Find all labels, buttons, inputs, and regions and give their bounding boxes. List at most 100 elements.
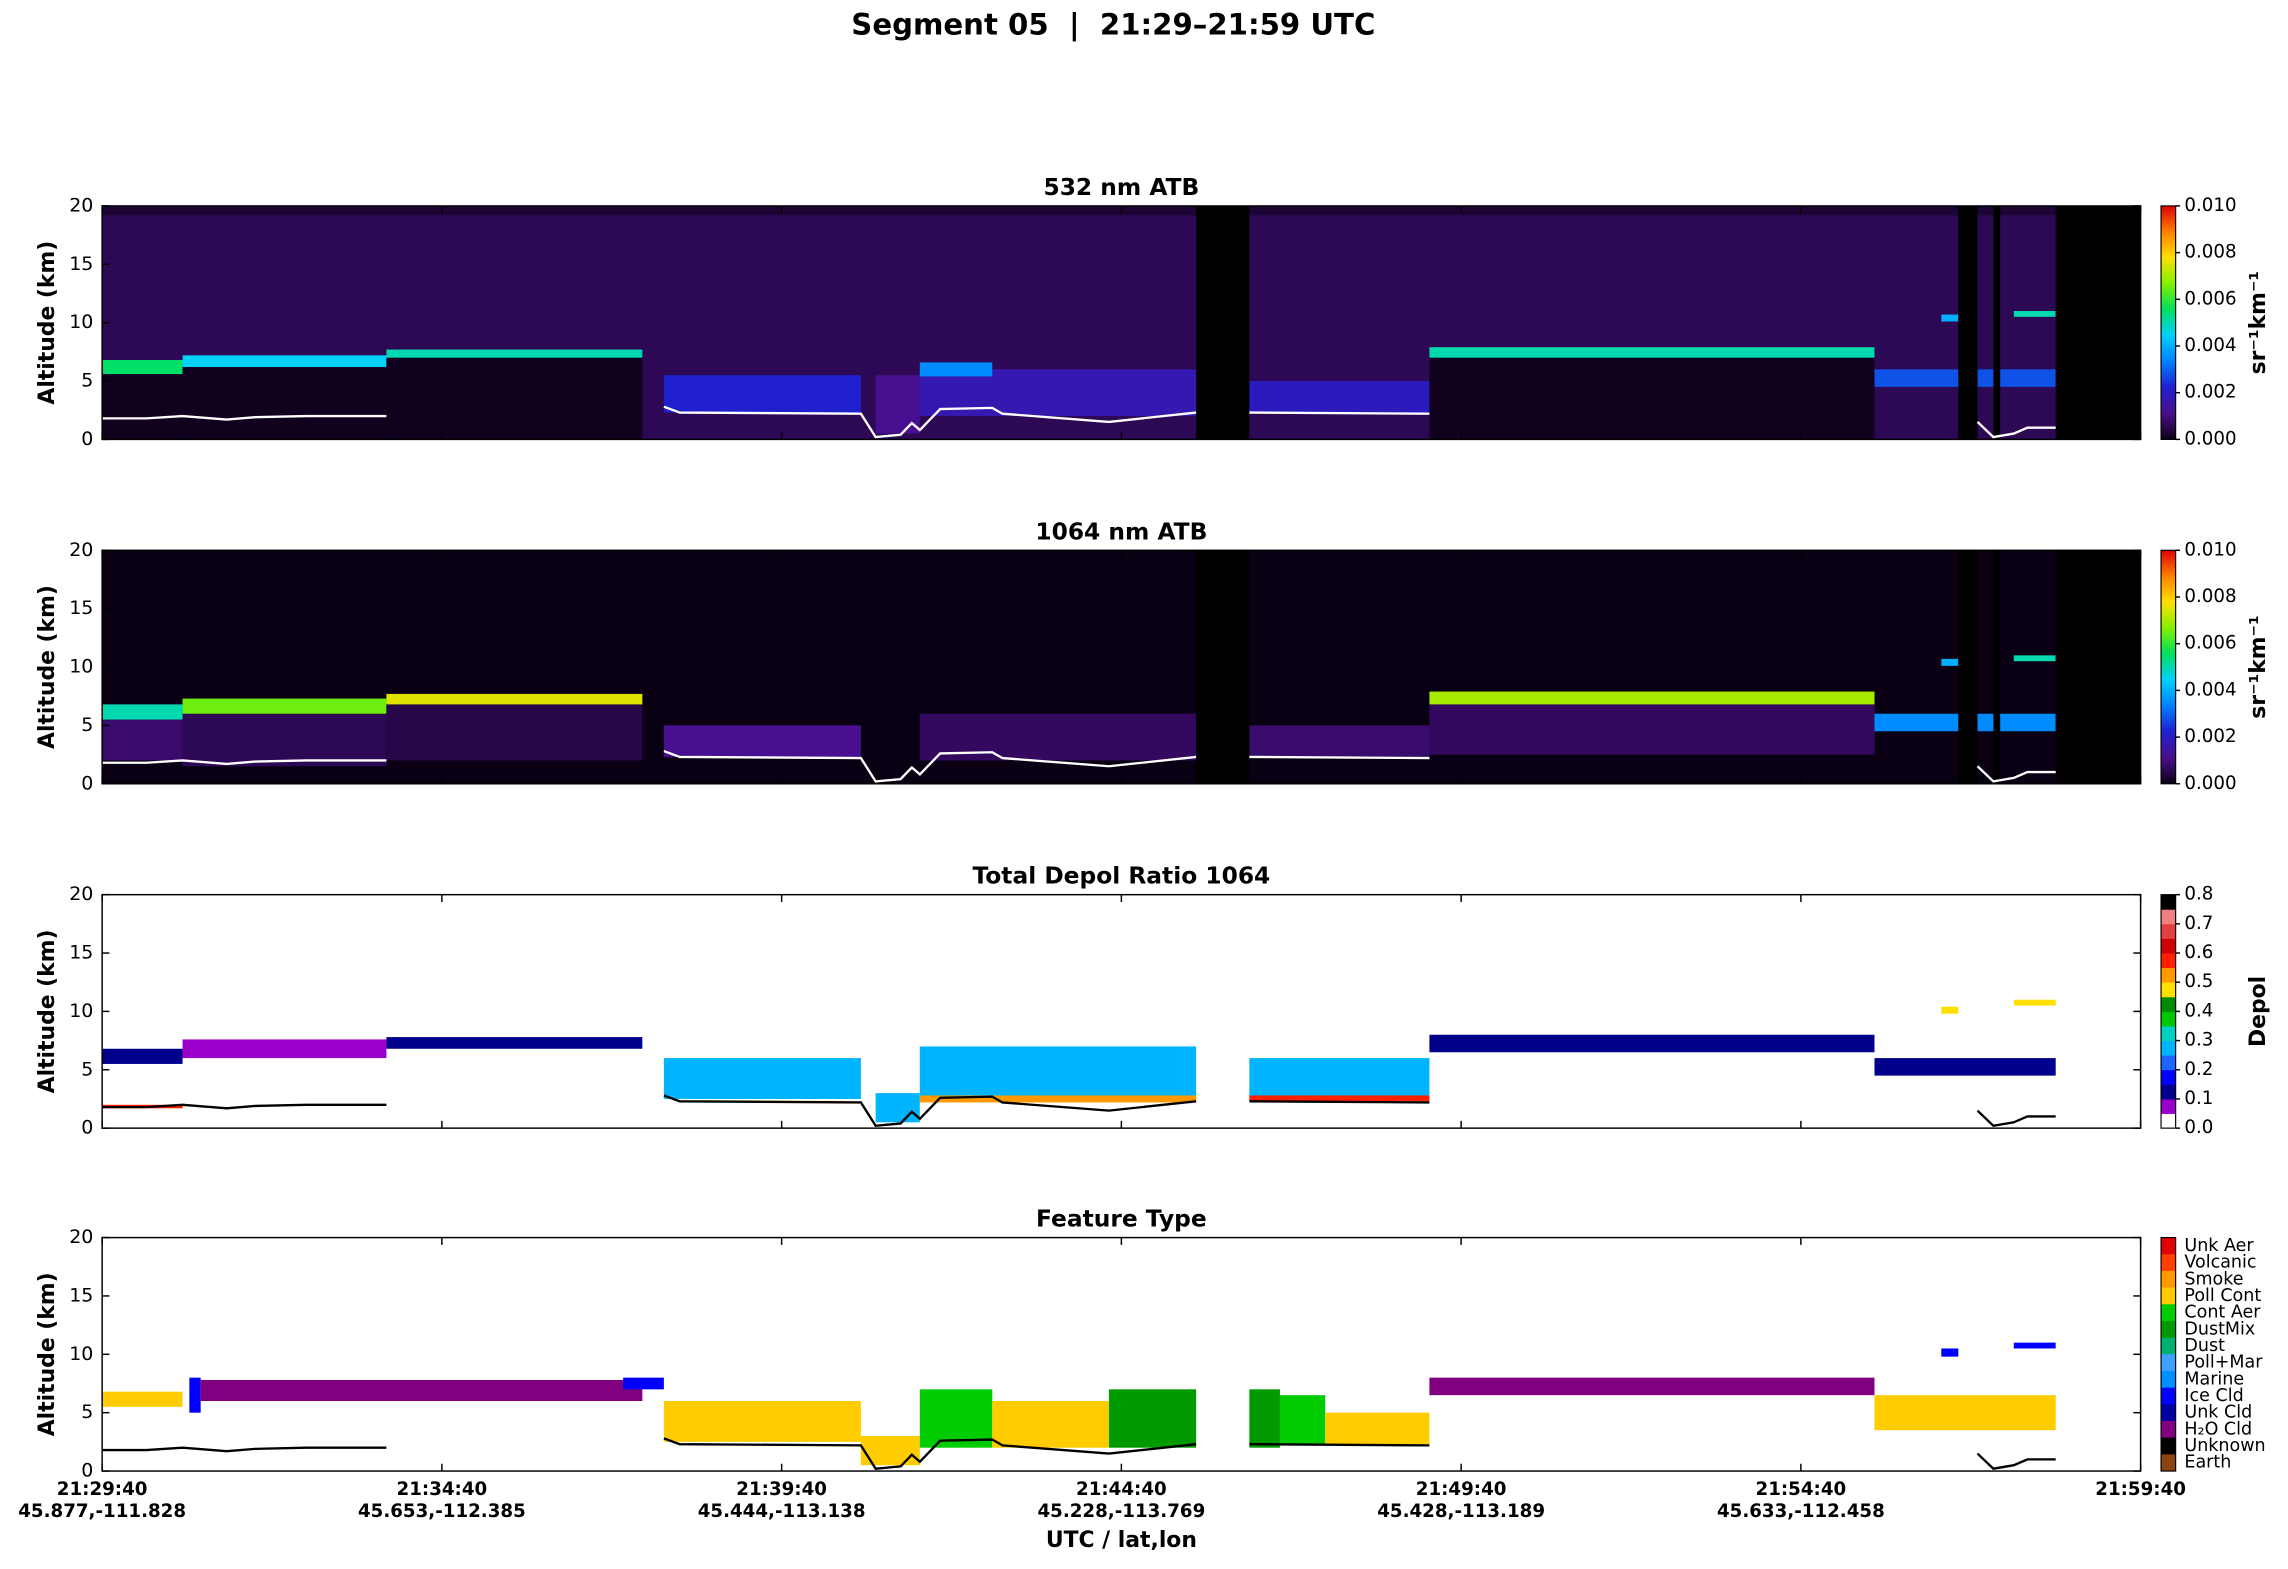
feature-layer [663, 1401, 861, 1442]
colorbar-category-label: Dust [2184, 1336, 2225, 1356]
colorbar-swatch [2161, 923, 2176, 939]
x-tick-sublabel: 45.653,-112.385 [358, 1501, 526, 1522]
colorbar [2161, 205, 2176, 440]
y-tick-label: 10 [69, 1000, 93, 1022]
feature-layer [919, 362, 993, 377]
feature-layer [919, 1389, 993, 1448]
y-tick-label: 15 [69, 942, 93, 964]
feature-layer [919, 1095, 1197, 1103]
colorbar-swatch [2161, 1237, 2176, 1255]
colorbar-tick-label: 0.002 [2184, 726, 2236, 747]
y-tick-label: 5 [81, 370, 93, 392]
feature-layer [1325, 1412, 1430, 1445]
x-axis-label: UTC / lat,lon [1046, 1528, 1197, 1553]
colorbar-swatch [2161, 1437, 2176, 1455]
colorbar-tick-label: 0.7 [2184, 913, 2213, 934]
colorbar-swatch [2161, 1011, 2176, 1027]
chart-title: Segment 05 | 21:29–21:59 UTC [851, 7, 1375, 41]
y-tick-label: 10 [69, 1343, 93, 1365]
feature-layer [102, 1391, 183, 1407]
no-data [1196, 550, 1250, 784]
colorbar-swatch [2161, 1354, 2176, 1372]
feature-layer [875, 1093, 920, 1123]
y-tick-label: 10 [69, 656, 93, 678]
colorbar-tick-label: 0.6 [2184, 942, 2213, 963]
y-axis-label: Altitude (km) [35, 929, 60, 1093]
colorbar-swatch [2161, 1287, 2176, 1305]
y-tick-label: 20 [69, 883, 93, 905]
colorbar-tick-label: 0.004 [2184, 679, 2236, 700]
x-tick-label: 21:29:40 [57, 1479, 148, 1500]
colorbar-swatch [2161, 1113, 2176, 1129]
colorbar-swatch [2161, 996, 2176, 1012]
colorbar-tick-label: 0.006 [2184, 288, 2236, 309]
feature-layer [102, 719, 183, 761]
colorbar-tick-label: 0.3 [2184, 1030, 2213, 1051]
x-tick-label: 21:59:40 [2095, 1479, 2186, 1500]
colorbar-category-label: Ice Cld [2184, 1386, 2243, 1406]
colorbar-tick-label: 0.0 [2184, 1117, 2213, 1138]
colorbar-category-label: Cont Aer [2184, 1303, 2261, 1323]
feature-layer [182, 713, 387, 767]
colorbar-label: sr⁻¹km⁻¹ [2246, 615, 2271, 718]
colorbar-tick-label: 0.000 [2184, 773, 2236, 794]
colorbar-swatch [2161, 967, 2176, 983]
feature-layer [2013, 310, 2056, 317]
colorbar-category-label: Marine [2184, 1369, 2244, 1389]
y-tick-label: 20 [69, 1226, 93, 1248]
colorbar-category-label: DustMix [2184, 1319, 2255, 1339]
panel-title: 1064 nm ATB [1035, 517, 1207, 545]
colorbar-tick-label: 0.008 [2184, 242, 2236, 263]
colorbar-swatch [2161, 1454, 2176, 1472]
colorbar-tick-label: 0.4 [2184, 1000, 2213, 1021]
no-data [2055, 205, 2141, 440]
colorbar-tick-label: 0.1 [2184, 1088, 2213, 1109]
colorbar-swatch [2161, 1370, 2176, 1389]
feature-layer [663, 1058, 861, 1099]
y-tick-label: 5 [81, 714, 93, 736]
feature-layer [182, 367, 387, 440]
y-tick-label: 5 [81, 1058, 93, 1080]
feature-layer [1941, 658, 1959, 666]
feature-layer [1249, 1058, 1430, 1099]
colorbar-swatch [2161, 1404, 2176, 1422]
x-tick-label: 21:34:40 [397, 1479, 488, 1500]
feature-layer [663, 725, 861, 757]
feature-layer [1874, 1058, 2056, 1076]
surface-line [102, 749, 2056, 783]
colorbar-swatch [2161, 909, 2176, 925]
panel-title: Total Depol Ratio 1064 [972, 862, 1270, 890]
feature-layer [1941, 314, 1959, 322]
y-tick-label: 5 [81, 1401, 93, 1423]
feature-layer [1279, 1395, 1326, 1445]
colorbar-swatch [2161, 982, 2176, 998]
y-axis-label: Altitude (km) [35, 585, 60, 749]
colorbar-tick-label: 0.5 [2184, 971, 2213, 992]
x-tick-sublabel: 45.428,-113.189 [1377, 1501, 1545, 1522]
y-tick-label: 0 [81, 1460, 93, 1482]
colorbar-category-label: H₂O Cld [2184, 1419, 2252, 1439]
feature-layer [182, 355, 387, 368]
feature-layer [386, 349, 643, 358]
feature-layer [2013, 999, 2056, 1006]
surface-line [102, 405, 2056, 439]
x-tick-label: 21:54:40 [1756, 1479, 1847, 1500]
y-axis-label: Altitude (km) [35, 1272, 60, 1436]
feature-layer [2013, 655, 2056, 662]
colorbar-frame [2160, 205, 2177, 440]
feature-layer [1249, 381, 1430, 413]
feature-layer [102, 374, 183, 440]
plot-area [102, 1342, 2056, 1470]
y-tick-label: 15 [69, 1284, 93, 1306]
colorbar-category-label: Unk Aer [2184, 1236, 2254, 1256]
colorbar-category-label: Unk Cld [2184, 1403, 2252, 1423]
feature-layer [1108, 1389, 1197, 1448]
x-tick-sublabel: 45.228,-113.769 [1037, 1501, 1205, 1522]
y-tick-label: 0 [81, 428, 93, 450]
feature-layer [1429, 704, 1875, 755]
colorbar-label: Depol [2246, 976, 2271, 1047]
colorbar-swatch [2161, 1270, 2176, 1289]
feature-layer [386, 704, 643, 761]
colorbar-swatch [2161, 1320, 2176, 1339]
